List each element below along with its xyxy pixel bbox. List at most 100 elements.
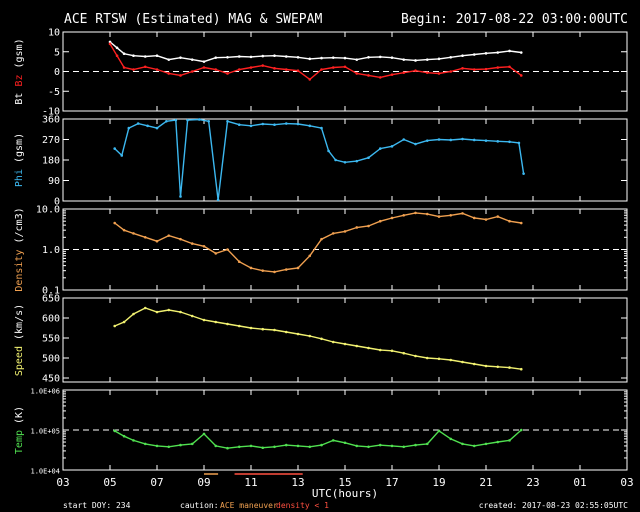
data-point-temp xyxy=(113,429,116,433)
data-point-bt xyxy=(496,51,500,54)
caution-label: caution: xyxy=(180,501,219,510)
start-doy: start DOY: 234 xyxy=(63,501,131,510)
y-label-part: (K) xyxy=(14,406,25,430)
data-point-phi xyxy=(296,122,300,126)
y-tick-label: 90 xyxy=(48,176,60,187)
panels-group: 10 5 0 -5 -10 Bt Bz (gsm) 360 270 180 90 0 Phi (gsm… xyxy=(14,28,628,476)
data-point-bz xyxy=(402,71,406,74)
data-point-speed xyxy=(355,344,359,348)
data-point-speed xyxy=(425,356,429,360)
data-point-bt xyxy=(378,55,382,59)
data-point-bz xyxy=(237,68,241,71)
data-point-density xyxy=(425,212,429,216)
y-tick-label: -5 xyxy=(48,87,60,98)
data-point-speed xyxy=(132,312,135,316)
data-point-temp xyxy=(390,444,394,448)
data-point-speed xyxy=(167,308,171,312)
data-point-density xyxy=(402,213,406,217)
data-point-temp xyxy=(519,428,523,432)
data-point-speed xyxy=(414,354,417,358)
data-point-phi xyxy=(146,124,149,128)
data-point-bz xyxy=(320,68,323,71)
data-point-bt xyxy=(449,55,453,59)
data-point-phi xyxy=(186,118,189,122)
data-point-phi xyxy=(284,122,288,125)
y-tick-label: 600 xyxy=(42,314,60,325)
data-point-density xyxy=(226,248,229,251)
data-point-phi xyxy=(165,119,168,123)
data-point-phi xyxy=(449,138,453,142)
data-point-bz xyxy=(449,70,453,73)
data-point-bz xyxy=(508,65,511,69)
y-axis-label-speed: Speed (km/s) xyxy=(14,304,25,376)
data-point-bt xyxy=(402,58,406,61)
panel-mag: 10 5 0 -5 -10 Bt Bz (gsm) xyxy=(14,28,628,118)
data-point-temp xyxy=(296,444,300,448)
y-tick-label: 0 xyxy=(54,67,60,78)
y-axis-label-mag: Bt Bz (gsm) xyxy=(14,38,25,104)
data-point-speed xyxy=(296,332,300,336)
data-point-phi xyxy=(179,195,182,198)
data-point-speed xyxy=(378,348,382,352)
data-point-bz xyxy=(355,72,359,75)
data-point-bt xyxy=(308,57,312,61)
data-point-phi xyxy=(355,159,359,163)
data-point-bt xyxy=(122,52,126,56)
y-tick-label: -10 xyxy=(42,107,60,118)
panel-temp: 1.0E+06 1.0E+05 1.0E+04 Temp (K) xyxy=(14,388,628,476)
data-point-bz xyxy=(179,74,182,77)
data-point-speed xyxy=(122,320,126,324)
caution-density: density < 1 xyxy=(276,501,329,510)
y-tick-label: 0.1 xyxy=(42,286,60,297)
data-point-density xyxy=(331,232,335,235)
data-point-temp xyxy=(508,439,511,442)
x-tick-label: 21 xyxy=(479,476,492,489)
data-point-density xyxy=(496,215,500,218)
data-point-bt xyxy=(296,55,300,59)
y-tick-label: 10 xyxy=(48,28,60,39)
y-tick-label: 500 xyxy=(42,354,60,365)
data-point-bt xyxy=(167,58,171,61)
data-point-bt xyxy=(249,55,253,59)
y-tick-label: 270 xyxy=(42,135,60,146)
data-point-bz xyxy=(115,54,119,57)
data-point-speed xyxy=(249,326,253,330)
data-point-bt xyxy=(143,55,147,58)
data-point-density xyxy=(261,269,265,272)
data-point-speed xyxy=(308,334,312,338)
data-point-phi xyxy=(461,137,464,141)
x-tick-label: 09 xyxy=(197,476,210,489)
data-point-density xyxy=(519,221,523,225)
data-point-phi xyxy=(198,118,201,121)
data-point-temp xyxy=(461,442,464,446)
data-point-phi xyxy=(472,138,476,142)
data-point-phi xyxy=(226,119,229,123)
data-point-temp xyxy=(425,442,429,446)
data-point-phi xyxy=(155,126,159,130)
data-point-temp xyxy=(355,444,359,448)
x-tick-label: 05 xyxy=(103,476,116,489)
data-point-speed xyxy=(179,310,182,314)
data-point-bt xyxy=(331,56,335,59)
x-axis-label: UTC(hours) xyxy=(312,487,378,500)
data-point-bt xyxy=(226,55,229,59)
data-point-temp xyxy=(143,442,147,446)
data-point-speed xyxy=(113,324,116,328)
data-point-bz xyxy=(190,70,194,73)
data-point-bt xyxy=(261,54,265,58)
data-point-bt xyxy=(484,52,488,55)
data-point-temp xyxy=(308,445,312,449)
data-point-phi xyxy=(390,145,394,148)
data-point-temp xyxy=(122,434,126,438)
data-point-density xyxy=(320,237,323,241)
caution-maneuver: ACE maneuver xyxy=(220,501,278,510)
data-point-bt xyxy=(414,59,417,62)
y-axis-label-density: Density (/cm3) xyxy=(14,207,25,291)
data-point-phi xyxy=(522,172,525,175)
begin-time: Begin: 2017-08-22 03:00:00UTC xyxy=(401,12,628,27)
y-tick-label: 1.0E+06 xyxy=(30,388,60,396)
data-point-bz xyxy=(472,68,476,71)
data-point-bz xyxy=(202,66,206,69)
data-point-phi xyxy=(249,124,253,128)
data-point-temp xyxy=(190,442,194,446)
